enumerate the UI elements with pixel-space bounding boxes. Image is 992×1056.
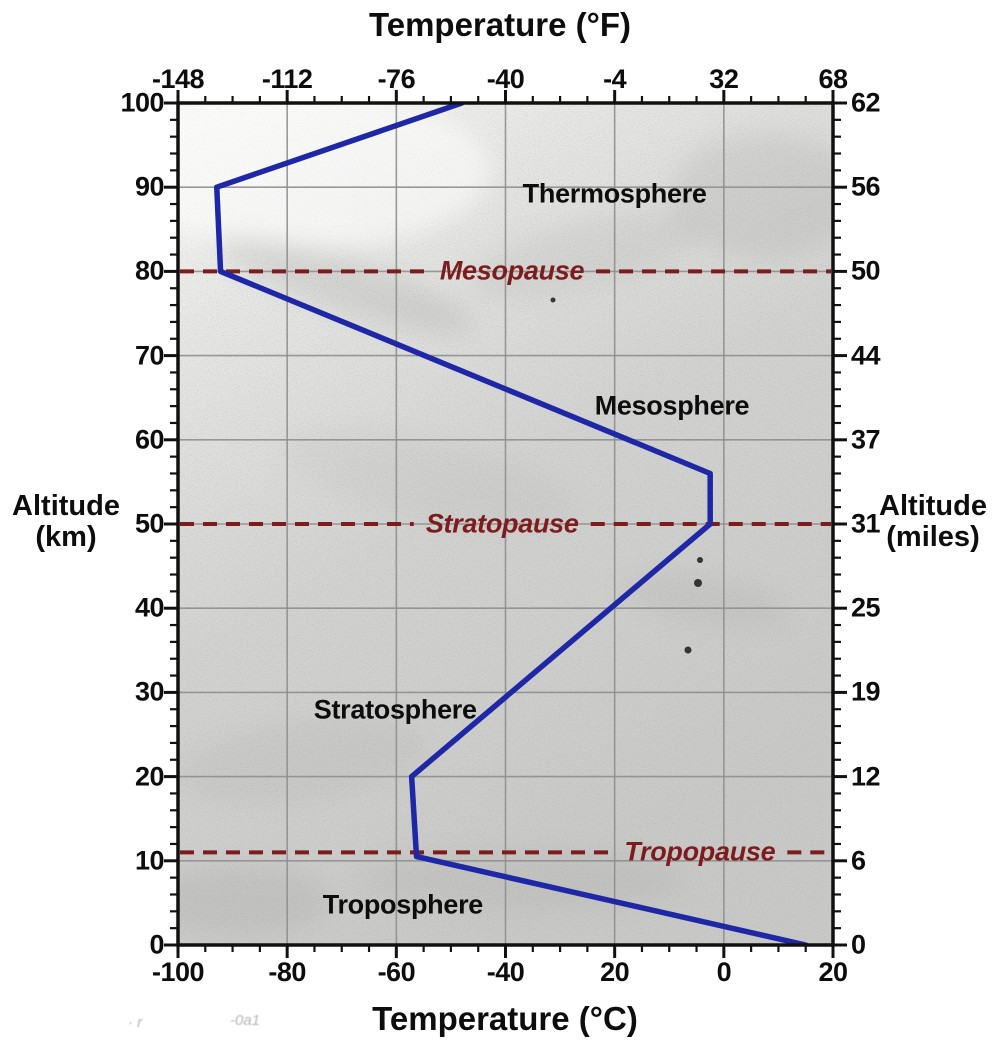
top-tick-label: -148 bbox=[151, 64, 205, 94]
right-axis-title-line1: Altitude bbox=[879, 490, 987, 522]
layer-label-mesosphere: Mesosphere bbox=[594, 390, 750, 421]
pause-label-stratopause: Stratopause bbox=[425, 508, 579, 539]
right-tick-label: 25 bbox=[851, 592, 881, 623]
layer-label-thermosphere: Thermosphere bbox=[522, 178, 707, 209]
left-tick-label: 40 bbox=[134, 592, 165, 623]
bottom-tick-label: -40 bbox=[486, 957, 525, 987]
right-tick-label: 6 bbox=[851, 845, 866, 876]
right-axis-title-line2: (miles) bbox=[886, 521, 980, 553]
left-tick-label: 80 bbox=[134, 255, 165, 286]
right-tick-label: 19 bbox=[851, 676, 881, 707]
left-axis-title-line1: Altitude bbox=[12, 490, 120, 522]
right-tick-label: 44 bbox=[851, 340, 881, 371]
right-tick-label: 62 bbox=[851, 87, 881, 118]
right-tick-label: 12 bbox=[851, 761, 881, 792]
top-tick-label: -76 bbox=[377, 64, 416, 94]
top-tick-label: -4 bbox=[603, 64, 627, 94]
bottom-tick-label: -80 bbox=[268, 957, 306, 987]
left-tick-label: 30 bbox=[134, 676, 165, 707]
left-tick-label: 10 bbox=[134, 845, 165, 876]
top-tick-label: -112 bbox=[261, 64, 313, 94]
left-tick-label: 50 bbox=[134, 508, 165, 539]
left-tick-label: 20 bbox=[134, 761, 165, 792]
right-tick-label: 0 bbox=[851, 929, 866, 960]
top-tick-label: 32 bbox=[709, 64, 739, 94]
left-axis-title: Altitude (km) bbox=[12, 491, 120, 553]
bottom-axis-title: Temperature (°C) bbox=[372, 1000, 638, 1037]
left-tick-label: 0 bbox=[149, 929, 164, 960]
right-tick-label: 50 bbox=[851, 255, 881, 286]
right-axis-title: Altitude (miles) bbox=[879, 491, 987, 553]
scan-artifact: -0a1 bbox=[230, 1012, 261, 1029]
bottom-tick-label: -100 bbox=[151, 957, 205, 987]
left-tick-label: 70 bbox=[134, 340, 165, 371]
bottom-tick-label: -60 bbox=[377, 957, 416, 987]
right-tick-label: 56 bbox=[851, 171, 881, 202]
right-tick-label: 37 bbox=[851, 424, 881, 455]
bottom-tick-label: 20 bbox=[600, 957, 630, 987]
layer-label-troposphere: Troposphere bbox=[322, 889, 484, 920]
layer-label-stratosphere: Stratosphere bbox=[313, 694, 477, 725]
scan-artifact: · r bbox=[128, 1014, 143, 1031]
left-tick-label: 90 bbox=[134, 171, 165, 202]
pause-label-tropopause: Tropopause bbox=[624, 836, 776, 867]
pause-label-mesopause: Mesopause bbox=[439, 255, 585, 286]
top-axis-title: Temperature (°F) bbox=[369, 6, 631, 43]
left-axis-title-line2: (km) bbox=[35, 521, 97, 553]
right-tick-label: 31 bbox=[851, 508, 881, 539]
bottom-tick-label: 0 bbox=[716, 957, 732, 987]
bottom-tick-label: 20 bbox=[818, 957, 848, 987]
left-tick-label: 100 bbox=[120, 87, 164, 118]
top-tick-label: 68 bbox=[818, 64, 848, 94]
top-tick-label: -40 bbox=[486, 64, 525, 94]
left-tick-label: 60 bbox=[134, 424, 165, 455]
